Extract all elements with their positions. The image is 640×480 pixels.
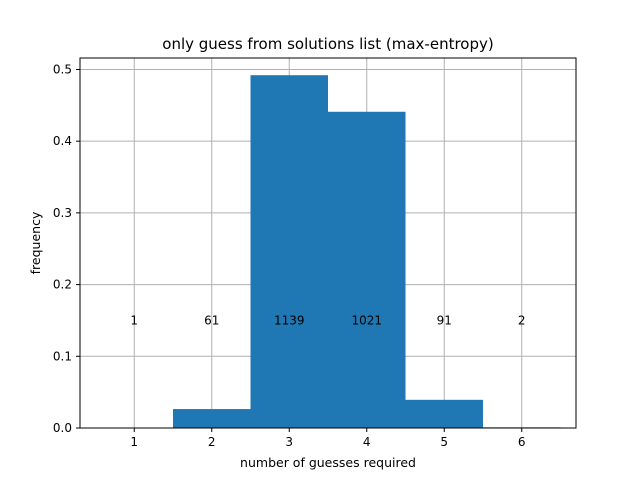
x-tick-label-5: 5 [440, 435, 448, 449]
x-tick-label-6: 6 [518, 435, 526, 449]
y-tick-label-4: 0.4 [53, 134, 72, 148]
bar-4 [328, 111, 406, 429]
y-tick-label-5: 0.5 [53, 62, 72, 76]
y-tick-label-3: 0.3 [53, 206, 72, 220]
bars [95, 75, 561, 429]
y-tick-label-1: 0.1 [53, 349, 72, 363]
bar-count-labels: 1 61 1139 1021 91 2 [130, 313, 525, 327]
bar-count-label-5: 91 [437, 313, 452, 327]
y-tick-label-2: 0.2 [53, 278, 72, 292]
x-tick-label-1: 1 [130, 435, 138, 449]
bar-count-label-3: 1139 [274, 313, 305, 327]
bar-count-label-4: 1021 [351, 313, 382, 327]
x-tick-label-3: 3 [285, 435, 293, 449]
y-tick-label-0: 0.0 [53, 421, 72, 435]
ticks: 1 2 3 4 5 6 0.0 0.1 0.2 0.3 0.4 0.5 [53, 62, 526, 449]
y-axis-label: frequency [28, 211, 43, 274]
x-tick-label-2: 2 [208, 435, 216, 449]
chart-title: only guess from solutions list (max-entr… [162, 35, 493, 53]
x-axis-label: number of guesses required [240, 455, 416, 470]
bar-count-label-2: 61 [204, 313, 219, 327]
bar-2 [173, 409, 251, 428]
plot-frame [79, 57, 577, 429]
bar-count-label-6: 2 [518, 313, 526, 327]
bar-5 [405, 399, 483, 428]
bar-3 [250, 75, 328, 429]
bar-count-label-1: 1 [130, 313, 138, 327]
x-tick-label-4: 4 [363, 435, 371, 449]
